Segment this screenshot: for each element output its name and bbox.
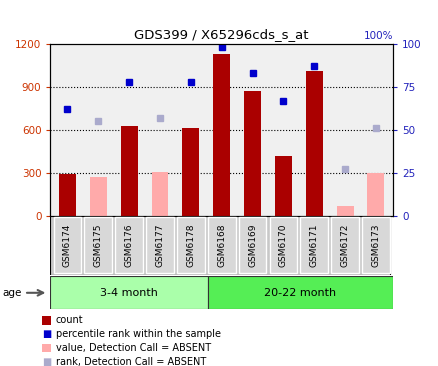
Bar [151, 172, 168, 216]
Text: GSM6173: GSM6173 [371, 224, 380, 267]
Bar [213, 54, 230, 216]
Bar [59, 174, 76, 216]
Text: GSM6169: GSM6169 [247, 224, 257, 267]
Bar [300, 217, 327, 273]
Bar [84, 217, 112, 273]
Text: 100%: 100% [363, 31, 392, 41]
Bar [50, 276, 207, 309]
Bar [120, 126, 138, 216]
Bar [330, 217, 358, 273]
Bar [244, 91, 261, 216]
Bar [182, 128, 199, 216]
Bar [207, 276, 392, 309]
Bar [146, 217, 173, 273]
Text: GSM6168: GSM6168 [217, 224, 226, 267]
Text: GSM6178: GSM6178 [186, 224, 195, 267]
Text: GSM6172: GSM6172 [340, 224, 349, 267]
Text: ■: ■ [42, 357, 51, 366]
Text: rank, Detection Call = ABSENT: rank, Detection Call = ABSENT [56, 357, 205, 366]
Text: GSM6170: GSM6170 [278, 224, 287, 267]
Bar [269, 217, 297, 273]
Bar [207, 217, 235, 273]
Bar [177, 217, 204, 273]
Bar [367, 173, 384, 216]
Text: GSM6175: GSM6175 [94, 224, 102, 267]
Bar [115, 217, 143, 273]
Bar [274, 156, 291, 216]
Text: count: count [56, 315, 83, 325]
Text: GSM6171: GSM6171 [309, 224, 318, 267]
Bar [305, 71, 322, 216]
Text: 20-22 month: 20-22 month [264, 288, 336, 298]
Text: GSM6177: GSM6177 [155, 224, 164, 267]
Title: GDS399 / X65296cds_s_at: GDS399 / X65296cds_s_at [134, 28, 308, 41]
Text: value, Detection Call = ABSENT: value, Detection Call = ABSENT [56, 343, 210, 353]
Bar [336, 206, 353, 216]
Text: GSM6176: GSM6176 [124, 224, 133, 267]
Text: percentile rank within the sample: percentile rank within the sample [56, 329, 220, 339]
Text: ■: ■ [42, 329, 51, 339]
Bar [361, 217, 389, 273]
Bar [238, 217, 266, 273]
Bar [90, 177, 106, 216]
Text: GSM6174: GSM6174 [63, 224, 72, 267]
Text: 3-4 month: 3-4 month [100, 288, 158, 298]
Text: age: age [2, 288, 21, 298]
Bar [53, 217, 81, 273]
